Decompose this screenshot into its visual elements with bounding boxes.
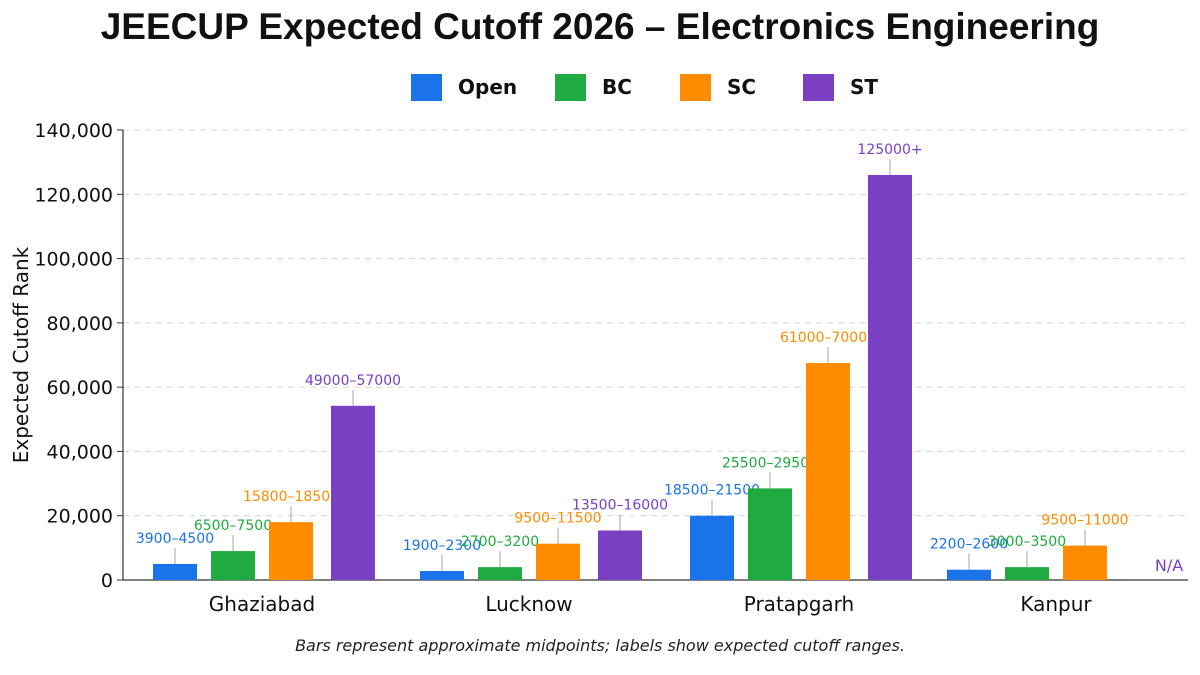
x-tick-label: Ghaziabad <box>209 592 315 616</box>
y-tick-label: 40,000 <box>47 441 113 463</box>
legend-item-sc: SC <box>680 72 756 102</box>
legend-swatch <box>680 73 711 101</box>
y-tick-label: 120,000 <box>34 184 113 206</box>
legend-swatch <box>555 73 586 101</box>
data-label: 3000–3500 <box>988 534 1066 550</box>
legend-item-st: ST <box>803 72 878 102</box>
bar <box>211 551 255 580</box>
legend-label: ST <box>850 75 879 99</box>
data-label: 2200–2600 <box>930 537 1008 553</box>
data-label: 61000–70000 <box>780 330 876 346</box>
data-label: 49000–57000 <box>305 373 401 389</box>
data-label: 6500–7500 <box>194 518 272 534</box>
x-tick-label: Kanpur <box>1020 592 1092 616</box>
data-label: 25500–29500 <box>722 455 818 471</box>
bar <box>1063 545 1107 580</box>
y-tick-label: 20,000 <box>47 506 113 528</box>
y-axis-label: Expected Cutoff Rank <box>9 246 33 463</box>
bar <box>748 488 792 580</box>
data-label: 9500–11000 <box>1041 513 1128 529</box>
legend-label: SC <box>727 75 757 99</box>
bar <box>1005 567 1049 580</box>
legend-label: BC <box>602 75 632 99</box>
legend-swatch <box>411 73 442 101</box>
chart-legend: Open BC SC ST <box>0 72 1200 102</box>
legend-label: Open <box>458 75 518 99</box>
bar <box>868 175 912 580</box>
legend-swatch <box>803 73 834 101</box>
bar <box>806 363 850 580</box>
data-label: 1900–2300 <box>403 538 481 554</box>
bar <box>269 522 313 580</box>
data-label: 125000+ <box>857 142 922 158</box>
data-label: 2700–3200 <box>461 534 539 550</box>
chart-title: JEECUP Expected Cutoff 2026 – Electronic… <box>100 6 1100 47</box>
data-label: 18500–21500 <box>664 483 760 499</box>
bar <box>536 543 580 580</box>
y-tick-label: 60,000 <box>47 377 113 399</box>
legend-item-bc: BC <box>555 72 632 102</box>
legend-item-open: Open <box>411 72 517 102</box>
x-tick-label: Lucknow <box>485 592 572 616</box>
y-tick-label: 140,000 <box>34 120 113 142</box>
y-tick-label: 80,000 <box>47 313 113 335</box>
data-label: 15800–18500 <box>243 489 339 505</box>
data-label: 13500–16000 <box>572 498 668 514</box>
data-label: 3900–4500 <box>136 531 214 547</box>
bar <box>153 563 197 580</box>
bar <box>947 569 991 580</box>
bar <box>690 515 734 580</box>
y-tick-label: 100,000 <box>34 249 113 271</box>
data-label: 9500–11500 <box>514 511 601 527</box>
bar <box>331 405 375 580</box>
y-tick-label: 0 <box>101 570 113 592</box>
x-tick-label: Pratapgarh <box>744 592 854 616</box>
chart-footnote: Bars represent approximate midpoints; la… <box>295 636 905 655</box>
data-label: N/A <box>1155 556 1183 575</box>
bar <box>478 567 522 580</box>
bar <box>598 530 642 580</box>
bar <box>420 571 464 580</box>
